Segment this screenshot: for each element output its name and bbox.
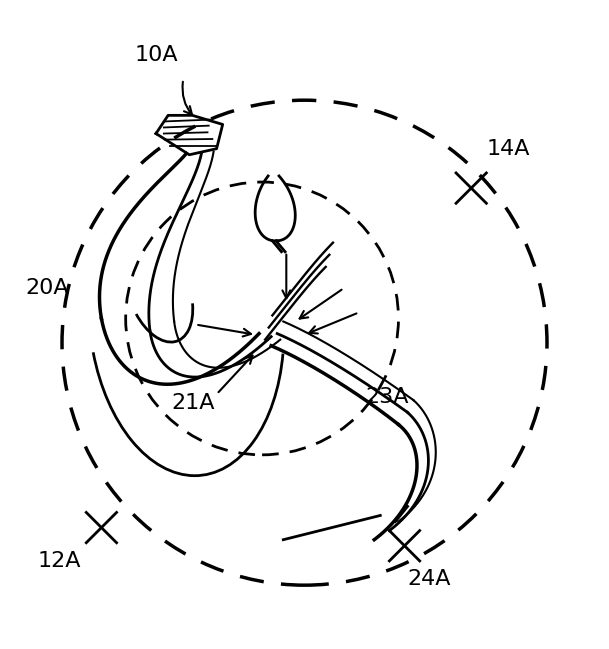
Text: 14A: 14A <box>487 139 530 159</box>
Text: 21A: 21A <box>171 393 214 413</box>
Text: 24A: 24A <box>407 569 451 589</box>
Text: 10A: 10A <box>135 45 178 65</box>
Text: 12A: 12A <box>38 551 81 571</box>
Text: 20A: 20A <box>26 278 69 298</box>
Text: 23A: 23A <box>365 387 409 408</box>
